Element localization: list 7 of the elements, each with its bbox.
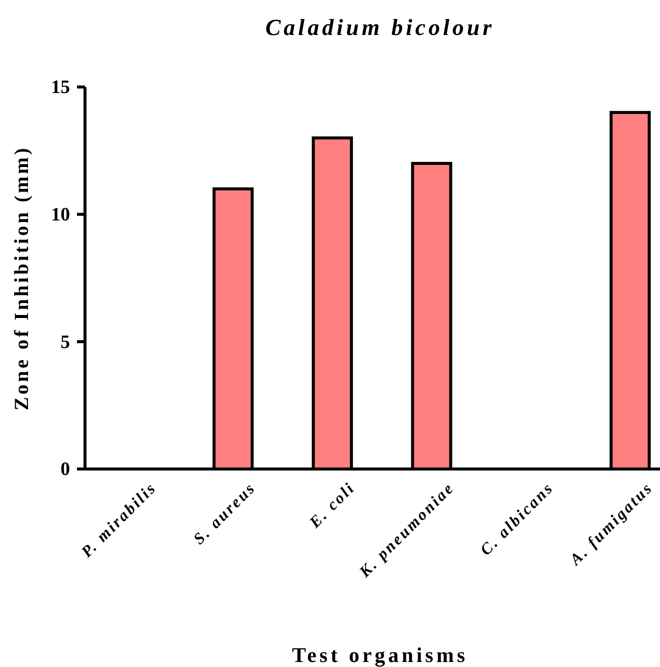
y-tick-label: 5 <box>60 332 70 353</box>
y-tick-label: 0 <box>60 459 70 480</box>
y-tick-label: 10 <box>51 204 70 226</box>
chart-title: Caladium bicolour <box>265 15 495 40</box>
y-tick-label: 15 <box>51 77 70 98</box>
y-axis-title: Zone of Inhibition (mm) <box>11 146 33 410</box>
x-axis-title: Test organisms <box>292 643 468 667</box>
